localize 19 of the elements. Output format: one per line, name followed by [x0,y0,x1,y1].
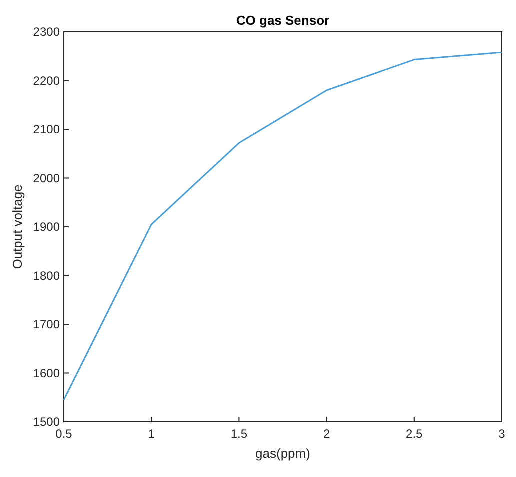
y-tick-label: 1700 [33,318,60,332]
chart-title: CO gas Sensor [236,13,330,28]
y-tick-label: 2000 [33,171,60,186]
y-axis-title: Output voltage [10,184,25,270]
y-tick-label: 1600 [33,366,60,380]
y-tick-label: 1800 [33,268,60,283]
y-tick-label: 2300 [33,25,60,39]
x-axis-title: gas(ppm) [256,446,310,461]
y-tick-label: 1500 [33,415,60,429]
x-tick-label: 2 [323,427,330,441]
x-tick-label: 3 [498,427,506,441]
y-tick-label: 2100 [33,122,60,136]
x-tick-label: 1 [148,427,156,441]
x-tick-label: 1.5 [230,427,248,441]
x-tick-label: 0.5 [56,427,73,441]
line-series [63,52,503,401]
y-tick-label: 2200 [33,74,60,88]
x-tick-label: 2.5 [406,427,424,441]
y-tick-label: 1900 [33,220,60,234]
